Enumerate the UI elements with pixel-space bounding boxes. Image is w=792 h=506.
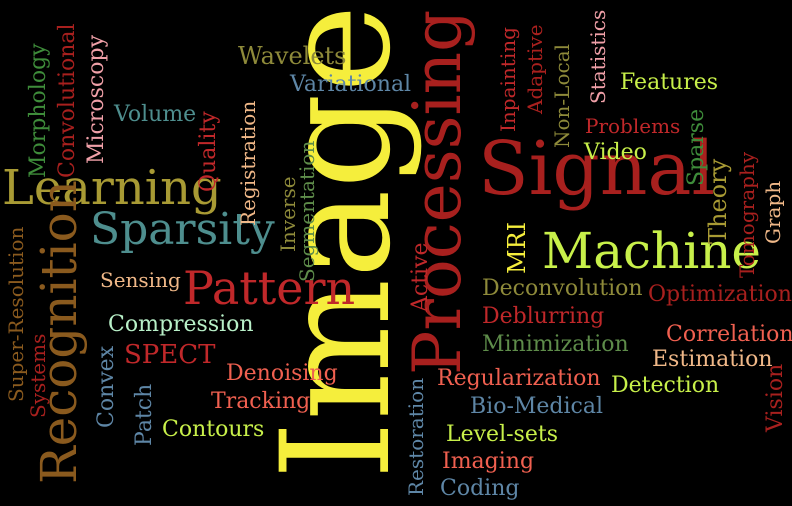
word-microscopy: Microscopy [84, 34, 109, 164]
word-features: Features [620, 70, 719, 95]
word-quality: Quality [196, 111, 221, 192]
word-wavelets: Wavelets [238, 42, 347, 70]
word-adaptive: Adaptive [523, 24, 547, 114]
word-deblurring: Deblurring [482, 304, 605, 329]
word-tracking: Tracking [211, 389, 311, 414]
word-coding: Coding [440, 476, 520, 501]
word-convex: Convex [94, 345, 119, 428]
word-segmentation: Segmentation [295, 140, 319, 282]
word-active: Active [408, 242, 433, 312]
word-sparsity: Sparsity [90, 204, 275, 255]
word-sensing: Sensing [100, 268, 181, 292]
word-inverse: Inverse [276, 176, 300, 252]
word-tomography: Tomography [735, 151, 759, 278]
word-morphology: Morphology [26, 43, 51, 178]
word-minimization: Minimization [482, 332, 629, 357]
word-super-resolution: Super-Resolution [4, 226, 28, 402]
word-inpainting: Inpainting [496, 27, 520, 132]
word-contours: Contours [162, 417, 265, 442]
word-pattern: Pattern [183, 261, 356, 315]
word-detection: Detection [611, 373, 720, 398]
word-video: Video [584, 140, 647, 165]
word-recognition: Recognition [30, 180, 88, 484]
word-vision: Vision [763, 363, 788, 432]
word-mri: MRI [503, 221, 531, 274]
word-spect: SPECT [124, 340, 216, 370]
word-variational: Variational [290, 72, 412, 97]
word-non-local: Non-Local [550, 43, 574, 148]
word-level-sets: Level-sets [446, 422, 558, 447]
word-registration: Registration [236, 100, 260, 226]
word-volume: Volume [114, 102, 197, 127]
word-convolutional: Convolutional [55, 23, 80, 178]
word-learning: Learning [2, 160, 222, 216]
word-regularization: Regularization [437, 366, 601, 391]
word-machine: Machine [542, 222, 761, 280]
word-optimization: Optimization [648, 282, 792, 307]
word-problems: Problems [585, 114, 681, 138]
word-signal: Signal [478, 126, 716, 212]
word-patch: Patch [132, 383, 157, 446]
word-processing: Processing [399, 9, 476, 375]
word-denoising: Denoising [226, 361, 338, 386]
word-theory: Theory [704, 158, 732, 244]
word-estimation: Estimation [652, 347, 773, 372]
word-compression: Compression [108, 312, 254, 337]
word-systems: Systems [26, 333, 50, 418]
word-deconvolution: Deconvolution [482, 276, 643, 301]
word-restoration: Restoration [404, 377, 428, 496]
word-statistics: Statistics [586, 9, 610, 104]
word-graph: Graph [761, 180, 785, 244]
word-bio-medical: Bio-Medical [470, 394, 604, 419]
word-correlation: Correlation [666, 322, 792, 347]
word-imaging: Imaging [442, 449, 535, 474]
